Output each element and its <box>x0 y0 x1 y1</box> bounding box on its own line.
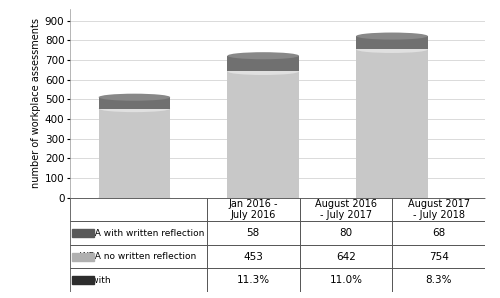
Bar <box>72 276 94 284</box>
Bar <box>72 229 94 237</box>
Text: 453: 453 <box>244 252 263 262</box>
Text: August 2017
- July 2018: August 2017 - July 2018 <box>408 199 470 220</box>
Text: 11.3%: 11.3% <box>236 275 270 285</box>
Bar <box>356 36 428 49</box>
Bar <box>392 221 485 245</box>
Text: 8.3%: 8.3% <box>426 275 452 285</box>
Bar <box>70 245 207 268</box>
Text: August 2016
- July 2017: August 2016 - July 2017 <box>315 199 377 220</box>
Text: 58: 58 <box>246 228 260 238</box>
Bar <box>98 97 170 108</box>
Text: % with: % with <box>74 276 111 285</box>
Ellipse shape <box>98 94 170 101</box>
Bar <box>207 245 300 268</box>
Bar <box>207 198 300 221</box>
Text: 754: 754 <box>428 252 448 262</box>
Bar <box>207 268 300 292</box>
Bar <box>300 268 392 292</box>
Text: 68: 68 <box>432 228 446 238</box>
Bar <box>72 252 94 261</box>
Bar <box>70 221 207 245</box>
Bar <box>300 221 392 245</box>
Bar <box>207 221 300 245</box>
Ellipse shape <box>98 194 170 201</box>
Bar <box>70 268 207 292</box>
Bar <box>392 268 485 292</box>
Bar <box>300 198 392 221</box>
Ellipse shape <box>356 32 428 40</box>
Text: WBA no written reflection: WBA no written reflection <box>74 252 196 261</box>
Text: WBA with written reflection: WBA with written reflection <box>74 229 204 238</box>
Ellipse shape <box>228 52 299 59</box>
Text: Jan 2016 -
July 2016: Jan 2016 - July 2016 <box>228 199 278 220</box>
Text: 80: 80 <box>340 228 352 238</box>
Bar <box>300 245 392 268</box>
Bar <box>356 49 428 198</box>
Bar <box>70 198 207 221</box>
Ellipse shape <box>228 68 299 75</box>
Bar <box>228 56 299 72</box>
Ellipse shape <box>356 46 428 53</box>
Y-axis label: number of workplace assessments: number of workplace assessments <box>30 18 40 188</box>
Ellipse shape <box>356 194 428 201</box>
Bar <box>392 198 485 221</box>
Text: 642: 642 <box>336 252 356 262</box>
Bar <box>98 108 170 198</box>
Ellipse shape <box>228 194 299 201</box>
Bar <box>392 245 485 268</box>
Text: 11.0%: 11.0% <box>330 275 362 285</box>
Bar <box>228 72 299 198</box>
Ellipse shape <box>98 105 170 112</box>
